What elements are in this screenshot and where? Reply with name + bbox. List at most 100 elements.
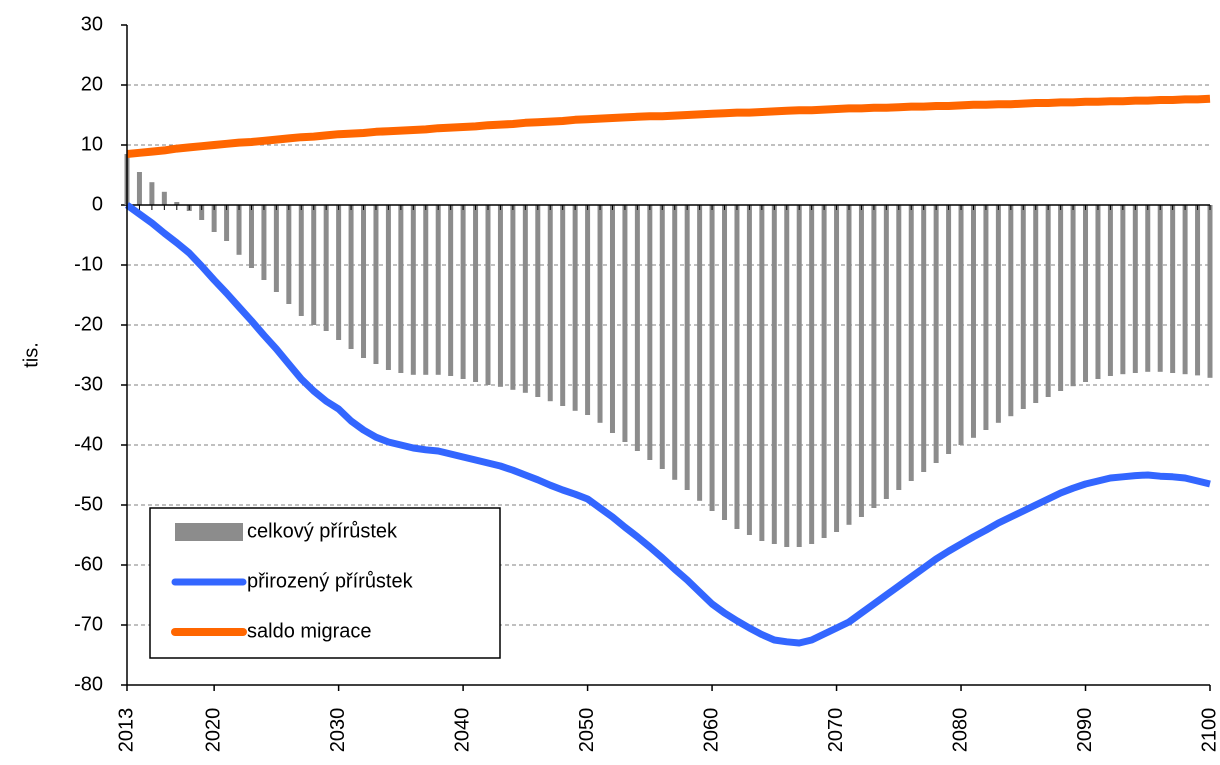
line-series xyxy=(126,94,1211,158)
bar xyxy=(510,205,516,390)
bar xyxy=(1120,205,1126,375)
bar xyxy=(1157,205,1163,372)
legend-label: celkový přírůstek xyxy=(247,520,398,542)
bar xyxy=(211,205,217,232)
bar xyxy=(535,205,541,397)
x-tick-label: 2090 xyxy=(1074,708,1096,753)
y-tick-label: -10 xyxy=(74,253,103,275)
bar xyxy=(597,205,603,423)
bar xyxy=(560,205,566,406)
bar xyxy=(1195,205,1201,376)
y-tick-label: -80 xyxy=(74,673,103,695)
bar xyxy=(921,205,927,472)
bar xyxy=(460,205,466,379)
bar xyxy=(883,205,889,499)
bar xyxy=(946,205,952,454)
bar xyxy=(385,205,391,370)
x-tick-label: 2020 xyxy=(202,708,224,753)
bar xyxy=(846,205,852,525)
bar xyxy=(746,205,752,535)
bar xyxy=(1020,205,1026,409)
bar xyxy=(547,205,553,402)
bar xyxy=(983,205,989,430)
bar xyxy=(286,205,292,304)
bar xyxy=(647,205,653,460)
bar xyxy=(609,205,615,433)
bar xyxy=(697,205,703,501)
x-tick-label: 2100 xyxy=(1198,708,1220,753)
bar xyxy=(709,205,715,511)
bar xyxy=(373,205,379,364)
x-tick-label: 2060 xyxy=(700,708,722,753)
bar xyxy=(261,205,267,280)
bar xyxy=(1182,205,1188,375)
bar xyxy=(1095,205,1101,379)
y-tick-label: 10 xyxy=(81,133,103,155)
y-tick-label: -60 xyxy=(74,553,103,575)
bar xyxy=(336,205,342,340)
bar xyxy=(448,205,454,376)
bar xyxy=(298,205,304,316)
bar xyxy=(423,205,429,375)
bar xyxy=(1045,205,1051,397)
bar xyxy=(995,205,1001,423)
bar xyxy=(1070,205,1076,387)
bar xyxy=(1132,205,1138,373)
bar xyxy=(522,205,528,393)
x-tick-label: 2030 xyxy=(327,708,349,753)
bar xyxy=(273,205,279,292)
bar xyxy=(1083,205,1089,382)
x-tick-label: 2080 xyxy=(949,708,971,753)
bar xyxy=(834,205,840,532)
bar xyxy=(1207,205,1213,378)
x-tick-label: 2050 xyxy=(576,708,598,753)
y-tick-label: -70 xyxy=(74,613,103,635)
bar xyxy=(248,205,254,268)
bar xyxy=(958,205,964,445)
y-tick-label: -30 xyxy=(74,373,103,395)
bar xyxy=(572,205,578,411)
bar xyxy=(908,205,914,481)
y-tick-label: 0 xyxy=(92,193,103,215)
bar xyxy=(585,205,591,415)
bar xyxy=(323,205,329,331)
bar xyxy=(871,205,877,508)
bar xyxy=(970,205,976,438)
legend-label: přirozený přírůstek xyxy=(247,570,414,592)
bar xyxy=(1107,205,1113,376)
bar xyxy=(497,205,503,387)
bar xyxy=(348,205,354,349)
bar xyxy=(659,205,665,469)
bar xyxy=(161,191,167,205)
y-tick-label: 20 xyxy=(81,73,103,95)
bar xyxy=(672,205,678,480)
y-tick-label: 30 xyxy=(81,13,103,35)
bar xyxy=(933,205,939,463)
bar xyxy=(398,205,404,373)
bar xyxy=(722,205,728,520)
bar xyxy=(1033,205,1039,403)
y-tick-label: -50 xyxy=(74,493,103,515)
bar xyxy=(236,205,242,255)
bar xyxy=(136,172,142,205)
y-tick-label: -20 xyxy=(74,313,103,335)
legend-swatch xyxy=(175,523,243,541)
bar xyxy=(224,205,230,241)
x-tick-label: 2070 xyxy=(825,708,847,753)
y-axis-label: tis. xyxy=(20,342,42,368)
bar xyxy=(1008,205,1014,417)
bar xyxy=(361,205,367,358)
bar xyxy=(771,205,777,544)
legend-label: saldo migrace xyxy=(247,620,372,642)
bar xyxy=(1145,205,1151,372)
y-tick-label: -40 xyxy=(74,433,103,455)
line-series xyxy=(124,202,1211,647)
bar xyxy=(1170,205,1176,373)
bar xyxy=(759,205,765,541)
bar xyxy=(410,205,416,375)
bar xyxy=(473,205,479,382)
bar xyxy=(174,202,180,205)
bar xyxy=(311,205,317,325)
